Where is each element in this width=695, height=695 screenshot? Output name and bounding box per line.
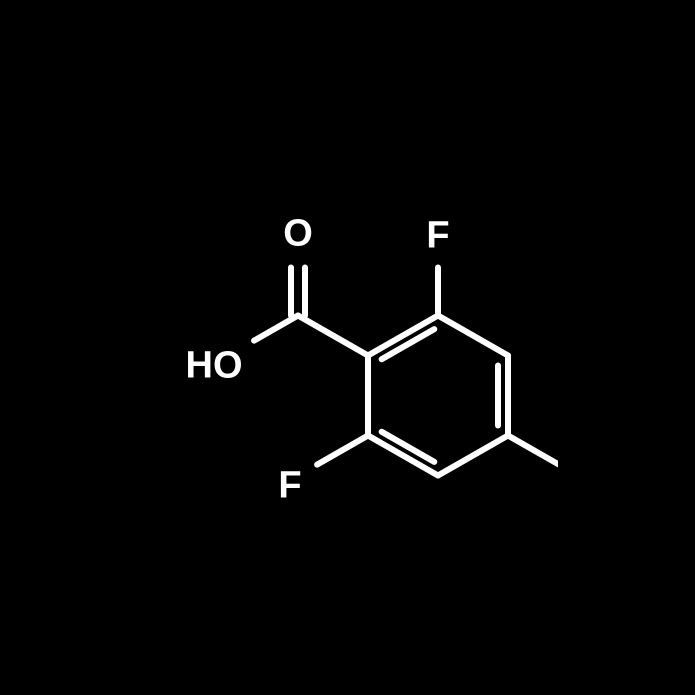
bond-line [438, 435, 508, 475]
structure-canvas: OHOFFF [0, 0, 695, 695]
bond-line [438, 315, 508, 355]
atom-label: HO [185, 344, 242, 386]
molecule-structure: OHOFFF [138, 135, 558, 560]
bond-line [254, 315, 298, 340]
bond-line [508, 435, 558, 466]
atom-label: F [278, 464, 301, 506]
bond-line [317, 435, 368, 464]
bond-line [298, 315, 368, 355]
atom-label: O [283, 212, 313, 254]
molecule-svg: OHOFFF [138, 135, 558, 555]
atom-label: F [426, 214, 449, 256]
